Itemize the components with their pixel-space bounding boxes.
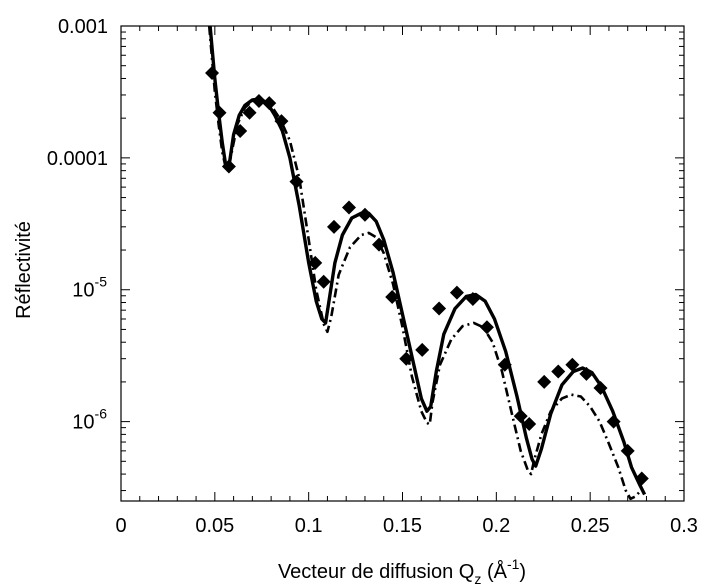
- x-axis-subscript: z: [474, 571, 481, 587]
- data-point-diamond: [449, 285, 464, 300]
- data-point-diamond: [479, 320, 494, 335]
- x-tick-labels: 0 0.05 0.1 0.15 0.2 0.25 0.3: [115, 515, 697, 537]
- data-point-diamond: [513, 409, 528, 424]
- axis-ticks: [120, 25, 685, 501]
- data-point-diamond: [551, 364, 566, 379]
- model-curves: [207, 26, 647, 501]
- data-point-diamond: [233, 123, 248, 138]
- data-point-diamond: [537, 374, 552, 389]
- y-tick-labels: 0.001 0.0001 10-5 10-6: [47, 16, 108, 434]
- y-tick-label: 10-6: [72, 406, 107, 434]
- data-point-diamond: [242, 105, 257, 120]
- plot-frame: [120, 25, 685, 502]
- data-point-diamond: [634, 471, 649, 486]
- x-axis-title: Vecteur de diffusion Qz (Å-1): [278, 556, 526, 587]
- data-point-diamond: [357, 207, 372, 222]
- data-point-diamond: [415, 342, 430, 357]
- x-tick-label: 0.15: [383, 515, 422, 537]
- data-point-diamond: [432, 301, 447, 316]
- y-tick-label: 10-5: [72, 274, 107, 302]
- data-point-diamond: [308, 255, 323, 270]
- data-point-diamond: [565, 357, 580, 372]
- data-point-diamond: [316, 274, 331, 289]
- x-tick-label: 0.1: [295, 515, 323, 537]
- data-point-diamond: [497, 357, 512, 372]
- x-tick-label: 0: [115, 515, 126, 537]
- data-point-diamond: [522, 416, 537, 431]
- data-point-diamond: [327, 219, 342, 234]
- data-point-diamond: [465, 292, 480, 307]
- data-point-diamond: [342, 200, 357, 215]
- y-axis-title: Réflectivité: [13, 221, 35, 319]
- data-point-diamond: [579, 366, 594, 381]
- data-point-diamond: [251, 93, 266, 108]
- data-point-diamond: [606, 414, 621, 429]
- data-point-diamond: [221, 159, 236, 174]
- data-point-diamond: [289, 174, 304, 189]
- data-point-diamond: [212, 105, 227, 120]
- data-point-diamond: [262, 96, 277, 111]
- x-tick-label: 0.25: [571, 515, 610, 537]
- x-axis-unit-exponent: -1: [507, 556, 520, 572]
- data-point-diamond: [593, 380, 608, 395]
- x-tick-label: 0.3: [670, 515, 698, 537]
- data-point-diamond: [372, 237, 387, 252]
- x-tick-label: 0.05: [195, 515, 234, 537]
- y-tick-label: 0.0001: [47, 148, 108, 170]
- data-point-diamond: [385, 290, 400, 305]
- data-markers: [205, 66, 649, 486]
- data-point-diamond: [274, 114, 289, 129]
- data-point-diamond: [620, 443, 635, 458]
- data-point-diamond: [399, 351, 414, 366]
- data-point-diamond: [205, 66, 220, 81]
- y-tick-label: 0.001: [58, 16, 108, 38]
- x-tick-label: 0.2: [482, 515, 510, 537]
- model-curve-dash-dot: [207, 26, 642, 501]
